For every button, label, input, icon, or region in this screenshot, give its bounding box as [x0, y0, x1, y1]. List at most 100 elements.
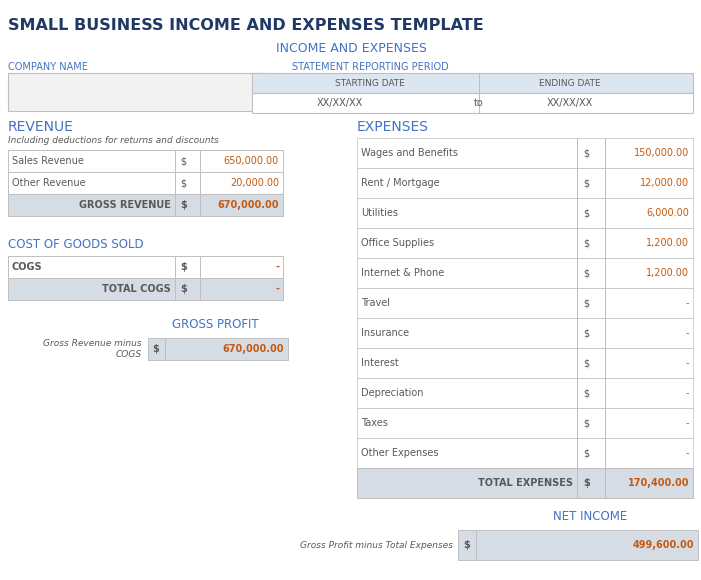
- Text: COST OF GOODS SOLD: COST OF GOODS SOLD: [8, 238, 144, 251]
- Bar: [605, 138, 606, 168]
- Text: Utilities: Utilities: [361, 208, 398, 218]
- Text: $: $: [463, 540, 470, 550]
- Bar: [605, 168, 606, 198]
- Bar: [357, 318, 693, 348]
- Bar: [200, 150, 201, 172]
- Text: $: $: [180, 178, 186, 188]
- Text: $: $: [583, 208, 589, 218]
- Text: Sales Revenue: Sales Revenue: [12, 156, 84, 166]
- Text: 670,000.00: 670,000.00: [217, 200, 279, 210]
- Text: 6,000.00: 6,000.00: [646, 208, 689, 218]
- Text: Other Expenses: Other Expenses: [361, 448, 439, 458]
- Text: Gross Revenue minus
COGS: Gross Revenue minus COGS: [43, 339, 142, 358]
- Bar: [605, 408, 606, 438]
- Text: Gross Profit minus Total Expenses: Gross Profit minus Total Expenses: [300, 541, 453, 549]
- Bar: [605, 288, 606, 318]
- Bar: [458, 530, 698, 560]
- Text: Depreciation: Depreciation: [361, 388, 423, 398]
- Text: $: $: [583, 178, 589, 188]
- Bar: [200, 256, 201, 278]
- Text: $: $: [583, 238, 589, 248]
- Text: 170,400.00: 170,400.00: [627, 478, 689, 488]
- Bar: [577, 318, 578, 348]
- Text: -: -: [275, 262, 279, 272]
- Text: 20,000.00: 20,000.00: [230, 178, 279, 188]
- Bar: [577, 228, 578, 258]
- Text: Rent / Mortgage: Rent / Mortgage: [361, 178, 440, 188]
- Text: STATEMENT REPORTING PERIOD: STATEMENT REPORTING PERIOD: [292, 62, 449, 72]
- Text: 150,000.00: 150,000.00: [634, 148, 689, 158]
- Text: -: -: [686, 298, 689, 308]
- Bar: [165, 338, 166, 360]
- Text: $: $: [153, 344, 159, 354]
- Text: Office Supplies: Office Supplies: [361, 238, 434, 248]
- Bar: [8, 256, 283, 278]
- Bar: [357, 408, 693, 438]
- Bar: [577, 348, 578, 378]
- Bar: [175, 172, 176, 194]
- Bar: [357, 438, 693, 468]
- Text: $: $: [583, 388, 589, 398]
- Bar: [577, 438, 578, 468]
- Text: COMPANY NAME: COMPANY NAME: [8, 62, 88, 72]
- Bar: [605, 198, 606, 228]
- Bar: [577, 288, 578, 318]
- Bar: [357, 288, 693, 318]
- Bar: [605, 438, 606, 468]
- Text: -: -: [686, 388, 689, 398]
- Bar: [577, 258, 578, 288]
- Bar: [476, 530, 477, 560]
- Text: EXPENSES: EXPENSES: [357, 120, 429, 134]
- Bar: [175, 278, 176, 300]
- Text: Wages and Benefits: Wages and Benefits: [361, 148, 458, 158]
- Bar: [577, 408, 578, 438]
- Text: $: $: [180, 262, 186, 272]
- Bar: [577, 378, 578, 408]
- Bar: [8, 278, 283, 300]
- Text: 670,000.00: 670,000.00: [222, 344, 284, 354]
- Text: $: $: [583, 448, 589, 458]
- Text: $: $: [583, 148, 589, 158]
- Bar: [605, 468, 606, 498]
- Text: -: -: [686, 328, 689, 338]
- Text: $: $: [583, 418, 589, 428]
- Text: 499,600.00: 499,600.00: [632, 540, 694, 550]
- Text: XX/XX/XX: XX/XX/XX: [547, 98, 593, 108]
- Bar: [357, 468, 693, 498]
- Bar: [8, 150, 283, 172]
- Text: Insurance: Insurance: [361, 328, 409, 338]
- Text: -: -: [686, 418, 689, 428]
- Bar: [200, 172, 201, 194]
- Text: $: $: [583, 478, 590, 488]
- Bar: [577, 468, 578, 498]
- Bar: [577, 138, 578, 168]
- Bar: [200, 278, 201, 300]
- Text: GROSS REVENUE: GROSS REVENUE: [79, 200, 171, 210]
- Bar: [357, 168, 693, 198]
- Bar: [479, 73, 480, 93]
- Text: 1,200.00: 1,200.00: [646, 268, 689, 278]
- Bar: [357, 258, 693, 288]
- Bar: [605, 378, 606, 408]
- Bar: [357, 348, 693, 378]
- Text: SMALL BUSINESS INCOME AND EXPENSES TEMPLATE: SMALL BUSINESS INCOME AND EXPENSES TEMPL…: [8, 18, 484, 33]
- Text: $: $: [583, 358, 589, 368]
- Text: -: -: [686, 358, 689, 368]
- Bar: [252, 93, 693, 113]
- Text: REVENUE: REVENUE: [8, 120, 74, 134]
- Text: TOTAL EXPENSES: TOTAL EXPENSES: [478, 478, 573, 488]
- Bar: [252, 73, 693, 93]
- Bar: [605, 258, 606, 288]
- Text: -: -: [686, 448, 689, 458]
- Text: Interest: Interest: [361, 358, 399, 368]
- Text: COGS: COGS: [12, 262, 43, 272]
- Text: Taxes: Taxes: [361, 418, 388, 428]
- Text: 650,000.00: 650,000.00: [224, 156, 279, 166]
- Bar: [175, 256, 176, 278]
- Text: TOTAL COGS: TOTAL COGS: [102, 284, 171, 294]
- Text: 1,200.00: 1,200.00: [646, 238, 689, 248]
- Bar: [357, 378, 693, 408]
- Text: $: $: [180, 284, 186, 294]
- Bar: [605, 348, 606, 378]
- Bar: [175, 194, 176, 216]
